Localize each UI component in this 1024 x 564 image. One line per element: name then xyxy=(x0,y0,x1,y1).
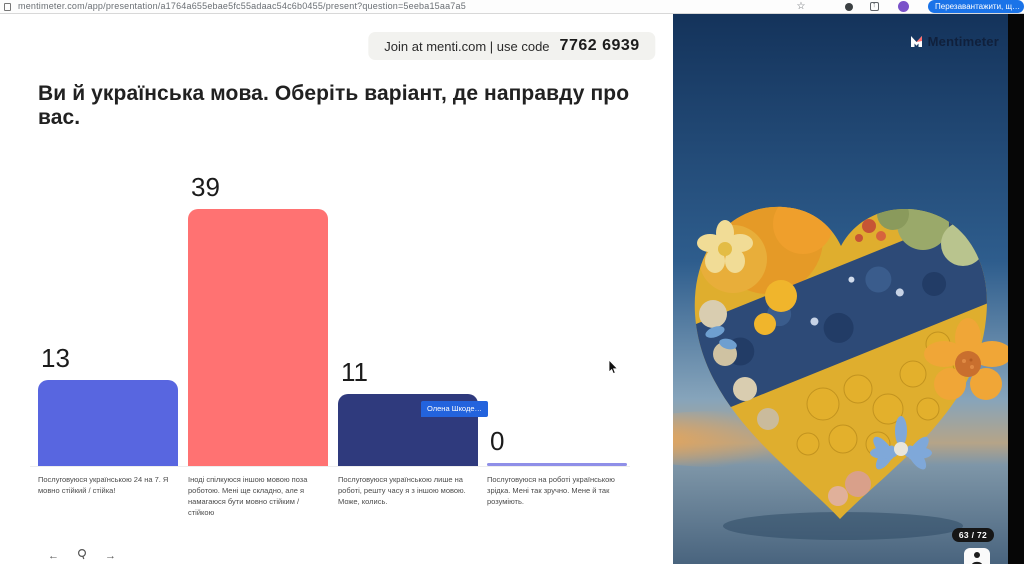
ukraine-heart-image xyxy=(673,14,1008,564)
pointer-tool-icon[interactable] xyxy=(77,548,87,563)
browser-address-bar[interactable]: mentimeter.com/app/presentation/a1764a65… xyxy=(0,0,1024,14)
collaborator-name-tag: Олена Шкоде… xyxy=(421,401,488,417)
slide-current: 63 xyxy=(958,530,969,540)
extension-icon[interactable] xyxy=(843,1,855,13)
browser-update-button[interactable]: Перезавантажити, щ… xyxy=(928,0,1024,13)
mentimeter-logo: Mentimeter xyxy=(910,34,999,49)
bar-value-label: 39 xyxy=(191,172,220,202)
bar-option-2 xyxy=(188,209,328,466)
bar-option-4 xyxy=(487,463,627,466)
mentimeter-wordmark: Mentimeter xyxy=(927,34,999,49)
orange-flower xyxy=(924,318,1008,400)
profile-avatar[interactable] xyxy=(898,1,909,12)
category-label-3: Послуговуюся українською лише на роботі,… xyxy=(338,475,466,506)
slide-counter-badge: 63 / 72 xyxy=(951,528,994,542)
slide-image-panel: Mentimeter 63 / 72 xyxy=(673,14,1008,564)
chart-baseline xyxy=(30,466,630,467)
join-instruction: Join at menti.com | use code xyxy=(384,38,550,54)
share-icon[interactable] xyxy=(870,0,879,11)
bar-chart: 13 39 11 0 xyxy=(38,14,628,466)
mentimeter-logo-icon xyxy=(910,36,922,47)
bookmark-star-icon[interactable]: ☆ xyxy=(796,1,806,12)
blue-daisy-flower xyxy=(870,416,932,470)
category-label-4: Послуговуюся на роботі українською зрідк… xyxy=(487,475,615,506)
presenter-toolbar: ← → xyxy=(48,548,116,563)
mouse-cursor xyxy=(608,359,619,380)
category-label-2: Іноді спілкуюся іншою мовою поза роботою… xyxy=(188,475,308,517)
question-title: Ви й українська мова. Оберіть варіант, д… xyxy=(38,82,630,129)
next-slide-button[interactable]: → xyxy=(105,549,116,562)
cream-flower xyxy=(697,220,753,273)
person-icon xyxy=(972,552,982,564)
participants-button[interactable] xyxy=(964,548,990,564)
blue-petals xyxy=(705,326,737,350)
bar-value-label: 11 xyxy=(341,357,368,387)
presentation-stage: Join at menti.com | use code 7762 6939 В… xyxy=(0,14,1024,564)
tab-favicon-icon xyxy=(4,3,11,11)
join-banner: Join at menti.com | use code 7762 6939 xyxy=(368,32,656,60)
category-label-1: Послуговуюся українською 24 на 7. Я мовн… xyxy=(38,475,169,495)
slide-total: 72 xyxy=(976,530,987,540)
bar-value-label: 13 xyxy=(41,343,70,373)
bar-option-1 xyxy=(38,380,178,466)
slide-separator: / xyxy=(968,530,977,540)
url-text[interactable]: mentimeter.com/app/presentation/a1764a65… xyxy=(18,1,466,11)
previous-slide-button[interactable]: ← xyxy=(48,549,59,562)
bar-value-label: 0 xyxy=(490,426,505,456)
letterbox-strip xyxy=(1008,14,1024,564)
join-code: 7762 6939 xyxy=(559,37,640,54)
